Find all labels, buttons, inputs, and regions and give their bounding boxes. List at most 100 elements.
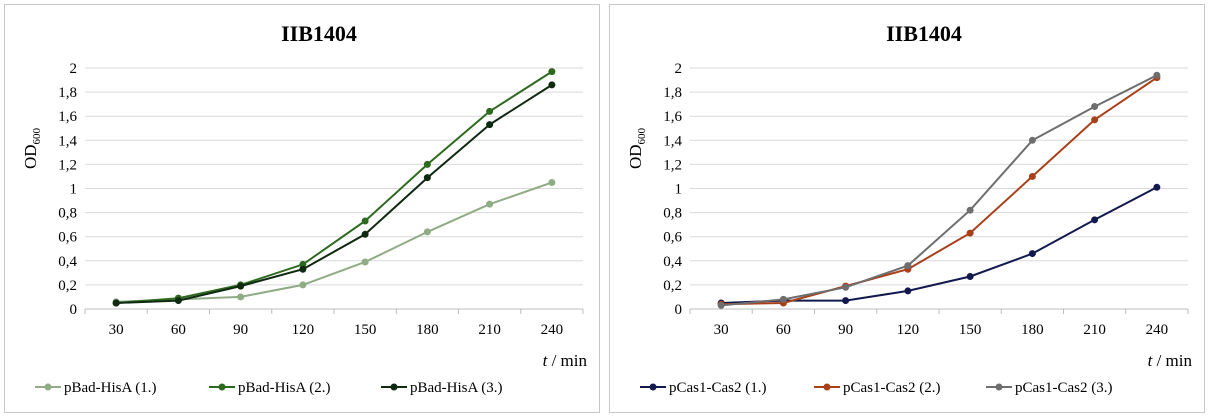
- series-line-3: [721, 74, 1158, 307]
- legend-label-2: pCas1-Cas2 (2.): [843, 380, 941, 396]
- x-tick-label: 210: [1083, 322, 1106, 338]
- x-tick-label: 240: [541, 322, 564, 338]
- x-tick-label: 180: [416, 322, 439, 338]
- data-point-series-3: [1153, 71, 1161, 79]
- data-point-series-3: [717, 301, 725, 309]
- data-point-series-2: [548, 68, 556, 76]
- y-tick-label: 1,6: [58, 109, 77, 125]
- data-point-series-3: [1028, 136, 1036, 144]
- data-point-series-1: [237, 293, 245, 301]
- y-tick-label: 2: [675, 61, 683, 77]
- y-tick-label: 2: [70, 61, 78, 77]
- legend-label-2: pBad-HisA (2.): [238, 380, 331, 396]
- y-tick-label: 0,2: [58, 278, 77, 294]
- x-axis-label-unit: / min: [547, 351, 587, 370]
- data-point-series-1: [486, 200, 494, 208]
- y-tick-label: 1,4: [663, 133, 682, 149]
- data-point-series-1: [1028, 250, 1036, 258]
- legend-marker-1: [44, 383, 52, 391]
- data-point-series-1: [842, 297, 850, 305]
- y-tick-label: 0: [70, 302, 78, 318]
- legend-marker-2: [218, 383, 226, 391]
- data-point-series-3: [486, 121, 494, 129]
- data-point-series-1: [299, 281, 307, 289]
- y-axis-label-main: OD: [21, 144, 40, 169]
- data-point-series-1: [361, 258, 369, 266]
- x-tick-label: 150: [354, 322, 377, 338]
- y-tick-label: 0,4: [58, 254, 77, 270]
- data-point-series-3: [112, 299, 120, 307]
- data-point-series-1: [904, 287, 912, 295]
- data-point-series-3: [361, 230, 369, 238]
- data-point-series-3: [237, 282, 245, 290]
- data-point-series-2: [299, 260, 307, 268]
- data-point-series-2: [423, 160, 431, 168]
- legend-label-1: pCas1-Cas2 (1.): [669, 380, 767, 396]
- data-point-series-3: [174, 297, 182, 305]
- y-tick-label: 1,6: [663, 109, 682, 125]
- legend-label-3: pBad-HisA (3.): [410, 380, 503, 396]
- data-point-series-2: [966, 229, 974, 237]
- data-point-series-1: [423, 228, 431, 236]
- data-point-series-3: [842, 283, 850, 291]
- x-tick-label: 150: [959, 322, 982, 338]
- x-tick-label: 90: [233, 322, 248, 338]
- y-axis-label: OD600: [21, 127, 43, 169]
- y-tick-label: 1: [70, 182, 78, 198]
- line-chart-left: IIB1404 0 0,2 0,4 0,6 0,8 1 1,2 1,4 1,6 1,8 2 30 60 90…: [21, 21, 588, 396]
- data-point-series-3: [779, 295, 787, 303]
- series-line-1: [721, 186, 1158, 304]
- x-tick-label: 60: [171, 322, 186, 338]
- y-tick-label: 0,2: [663, 278, 682, 294]
- y-axis-label: OD600: [626, 127, 648, 169]
- data-point-series-3: [904, 262, 912, 270]
- series-line-2: [116, 70, 553, 304]
- x-tick-label: 30: [109, 322, 124, 338]
- data-point-series-2: [361, 217, 369, 225]
- data-point-series-3: [966, 206, 974, 214]
- x-axis-label: t / min: [1148, 351, 1193, 370]
- chart-panel-right: IIB1404 0 0,2 0,4 0,6 0,8 1 1,2 1,4 1,6 1,8 2 30 60 90…: [609, 4, 1205, 413]
- x-tick-label: 120: [897, 322, 920, 338]
- data-point-series-1: [1153, 183, 1161, 191]
- x-axis-label-unit: / min: [1152, 351, 1192, 370]
- line-chart-right: IIB1404 0 0,2 0,4 0,6 0,8 1 1,2 1,4 1,6 1,8 2 30 60 90…: [626, 21, 1193, 396]
- series-line-2: [721, 76, 1158, 306]
- x-tick-label: 60: [776, 322, 791, 338]
- x-tick-label: 240: [1146, 322, 1169, 338]
- x-tick-label: 30: [714, 322, 729, 338]
- data-point-series-1: [548, 178, 556, 186]
- legend-marker-2: [823, 383, 831, 391]
- y-tick-label: 1,8: [58, 85, 77, 101]
- y-tick-label: 0: [675, 302, 683, 318]
- data-point-series-3: [299, 265, 307, 273]
- legend-marker-3: [995, 383, 1003, 391]
- y-tick-label: 0,8: [58, 206, 77, 222]
- y-tick-label: 1,2: [663, 157, 682, 173]
- y-tick-label: 0,8: [663, 206, 682, 222]
- data-point-series-2: [1028, 172, 1036, 180]
- data-point-series-1: [1091, 216, 1099, 224]
- y-tick-label: 0,6: [58, 230, 77, 246]
- y-axis-label-main: OD: [626, 144, 645, 169]
- y-axis-label-sub: 600: [636, 127, 648, 144]
- legend-label-1: pBad-HisA (1.): [64, 380, 157, 396]
- x-tick-label: 90: [838, 322, 853, 338]
- data-point-series-3: [1091, 103, 1099, 111]
- x-tick-label: 120: [292, 322, 315, 338]
- data-point-series-3: [423, 174, 431, 182]
- y-tick-label: 1,2: [58, 157, 77, 173]
- y-tick-label: 1,8: [663, 85, 682, 101]
- y-tick-label: 1,4: [58, 133, 77, 149]
- x-tick-label: 180: [1021, 322, 1044, 338]
- x-tick-label: 210: [478, 322, 501, 338]
- series-line-3: [116, 84, 553, 304]
- chart-title: IIB1404: [281, 21, 357, 46]
- y-axis-label-sub: 600: [31, 127, 43, 144]
- data-point-series-3: [548, 81, 556, 89]
- legend-label-3: pCas1-Cas2 (3.): [1015, 380, 1113, 396]
- x-axis-label: t / min: [543, 351, 588, 370]
- chart-panel-left: IIB1404 0 0,2 0,4 0,6 0,8 1 1,2 1,4 1,6 1,8 2 30 60 90…: [4, 4, 600, 413]
- y-tick-label: 0,4: [663, 254, 682, 270]
- legend-marker-1: [649, 383, 657, 391]
